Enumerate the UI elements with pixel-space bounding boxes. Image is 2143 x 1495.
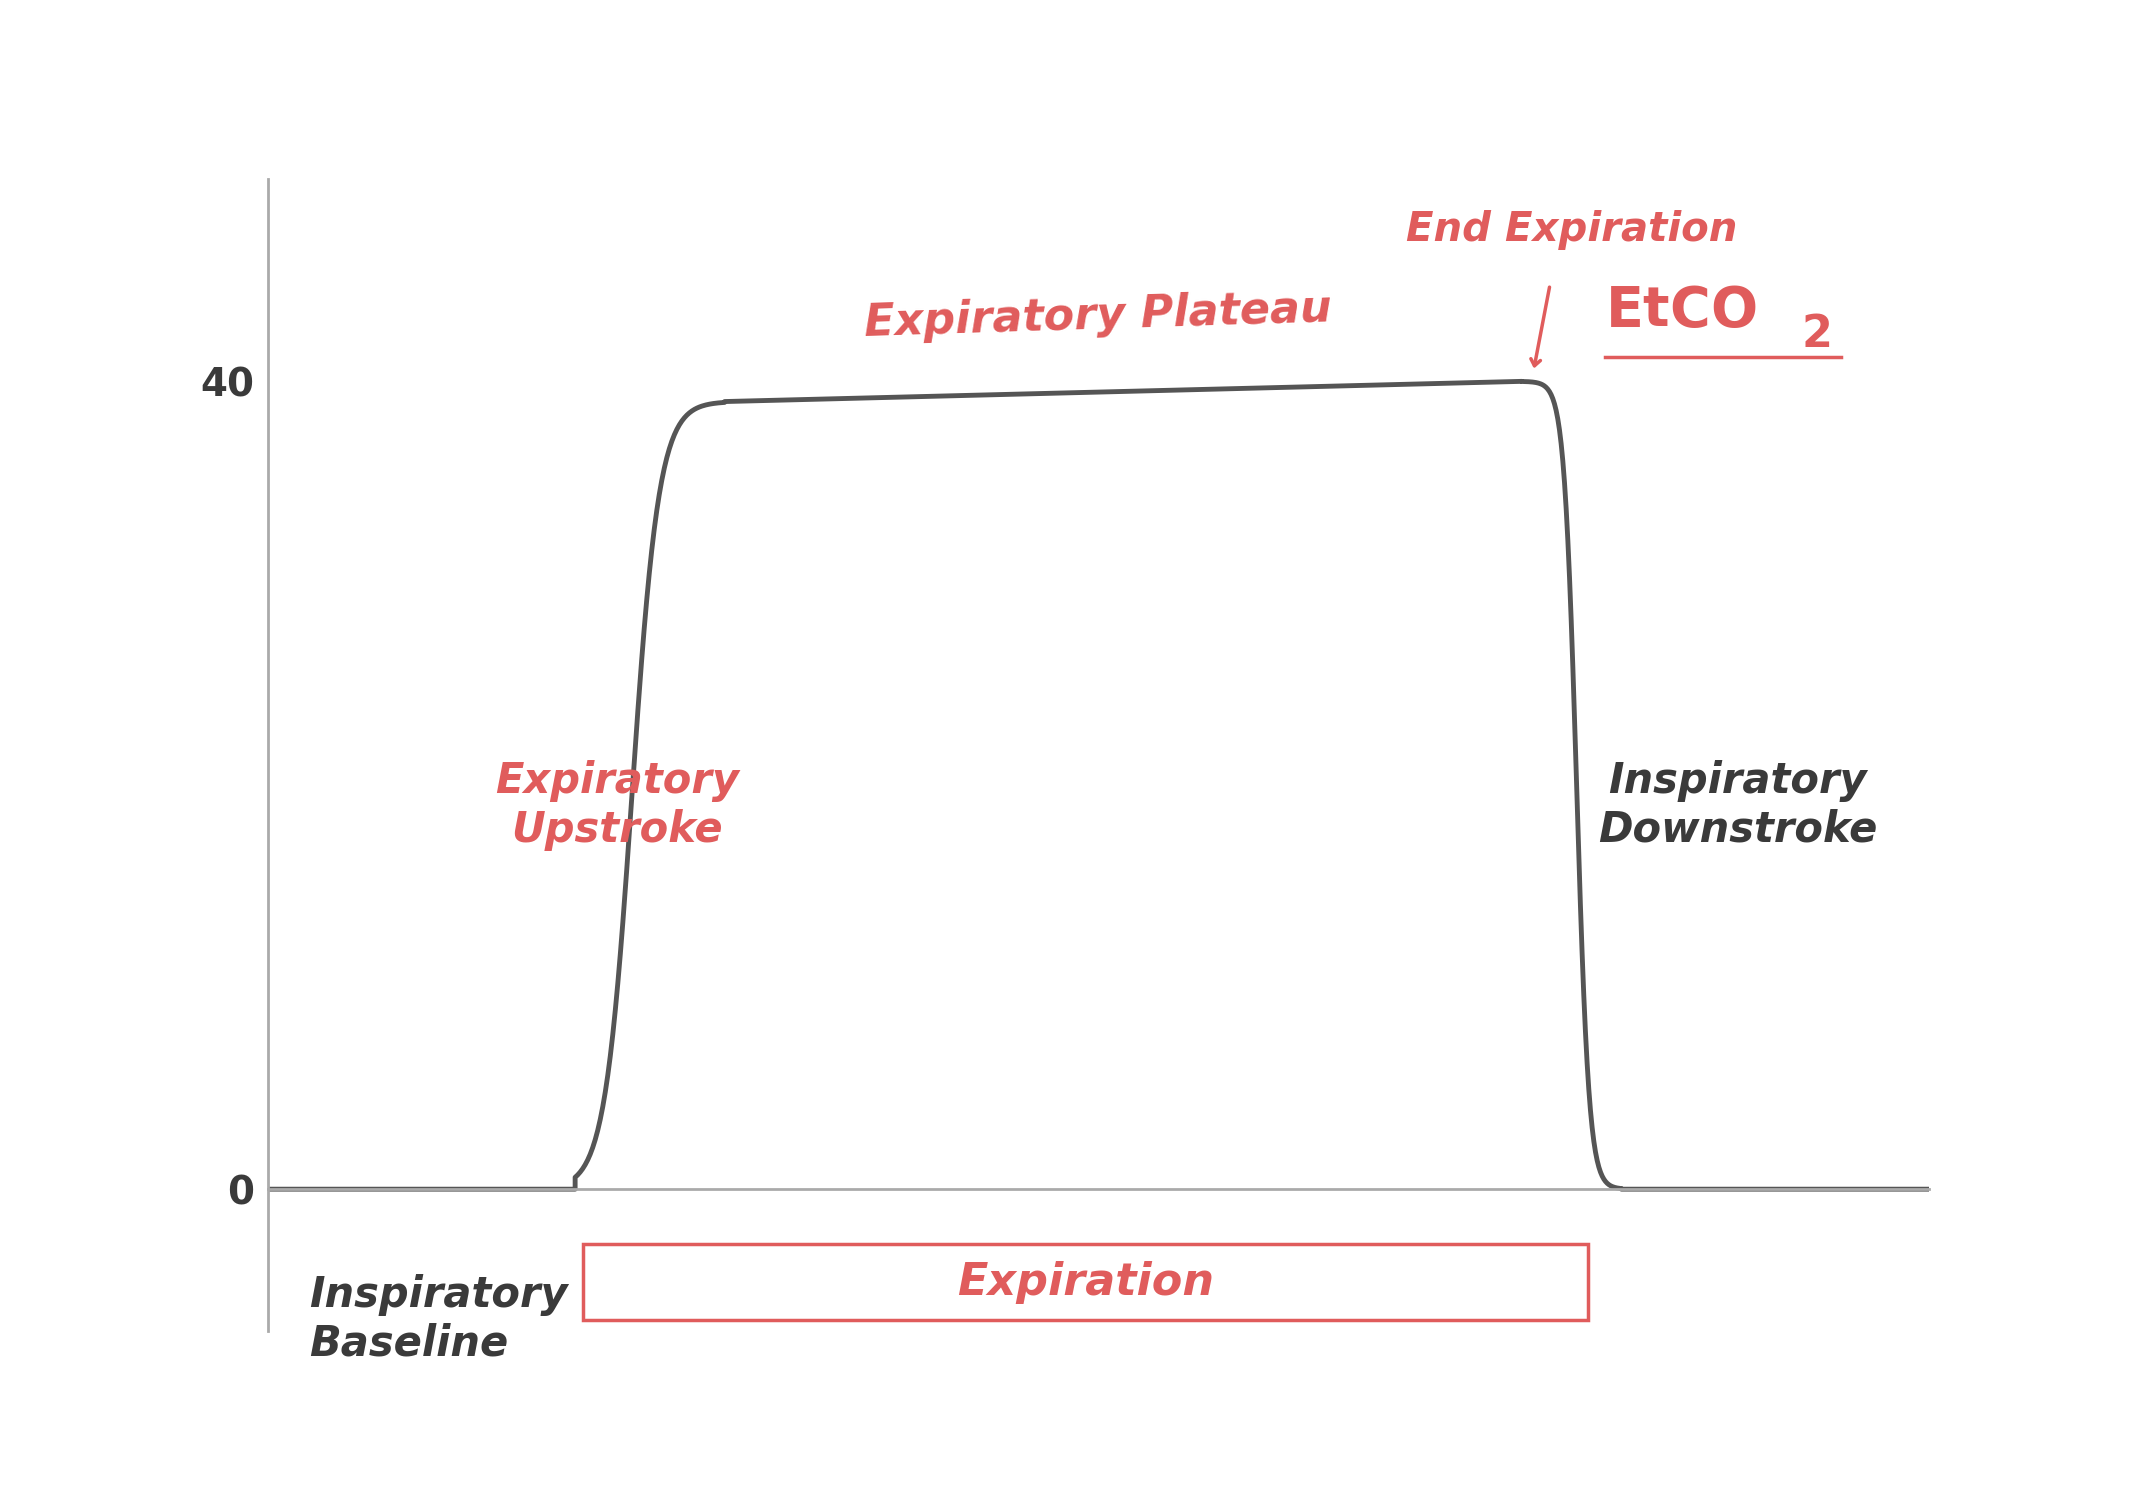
Text: $\mathbf{2}$: $\mathbf{2}$ bbox=[1800, 314, 1830, 356]
Text: End Expiration: End Expiration bbox=[1406, 209, 1738, 250]
Bar bbox=[583, 1244, 1588, 1320]
Text: Inspiratory
Baseline: Inspiratory Baseline bbox=[309, 1274, 568, 1365]
Text: Expiratory Plateau: Expiratory Plateau bbox=[864, 287, 1333, 345]
Text: $\mathbf{EtCO}$: $\mathbf{EtCO}$ bbox=[1605, 284, 1757, 338]
Text: Expiration: Expiration bbox=[958, 1260, 1215, 1304]
Text: Inspiratory
Downstroke: Inspiratory Downstroke bbox=[1599, 759, 1877, 851]
Text: Expiratory
Upstroke: Expiratory Upstroke bbox=[495, 759, 739, 851]
